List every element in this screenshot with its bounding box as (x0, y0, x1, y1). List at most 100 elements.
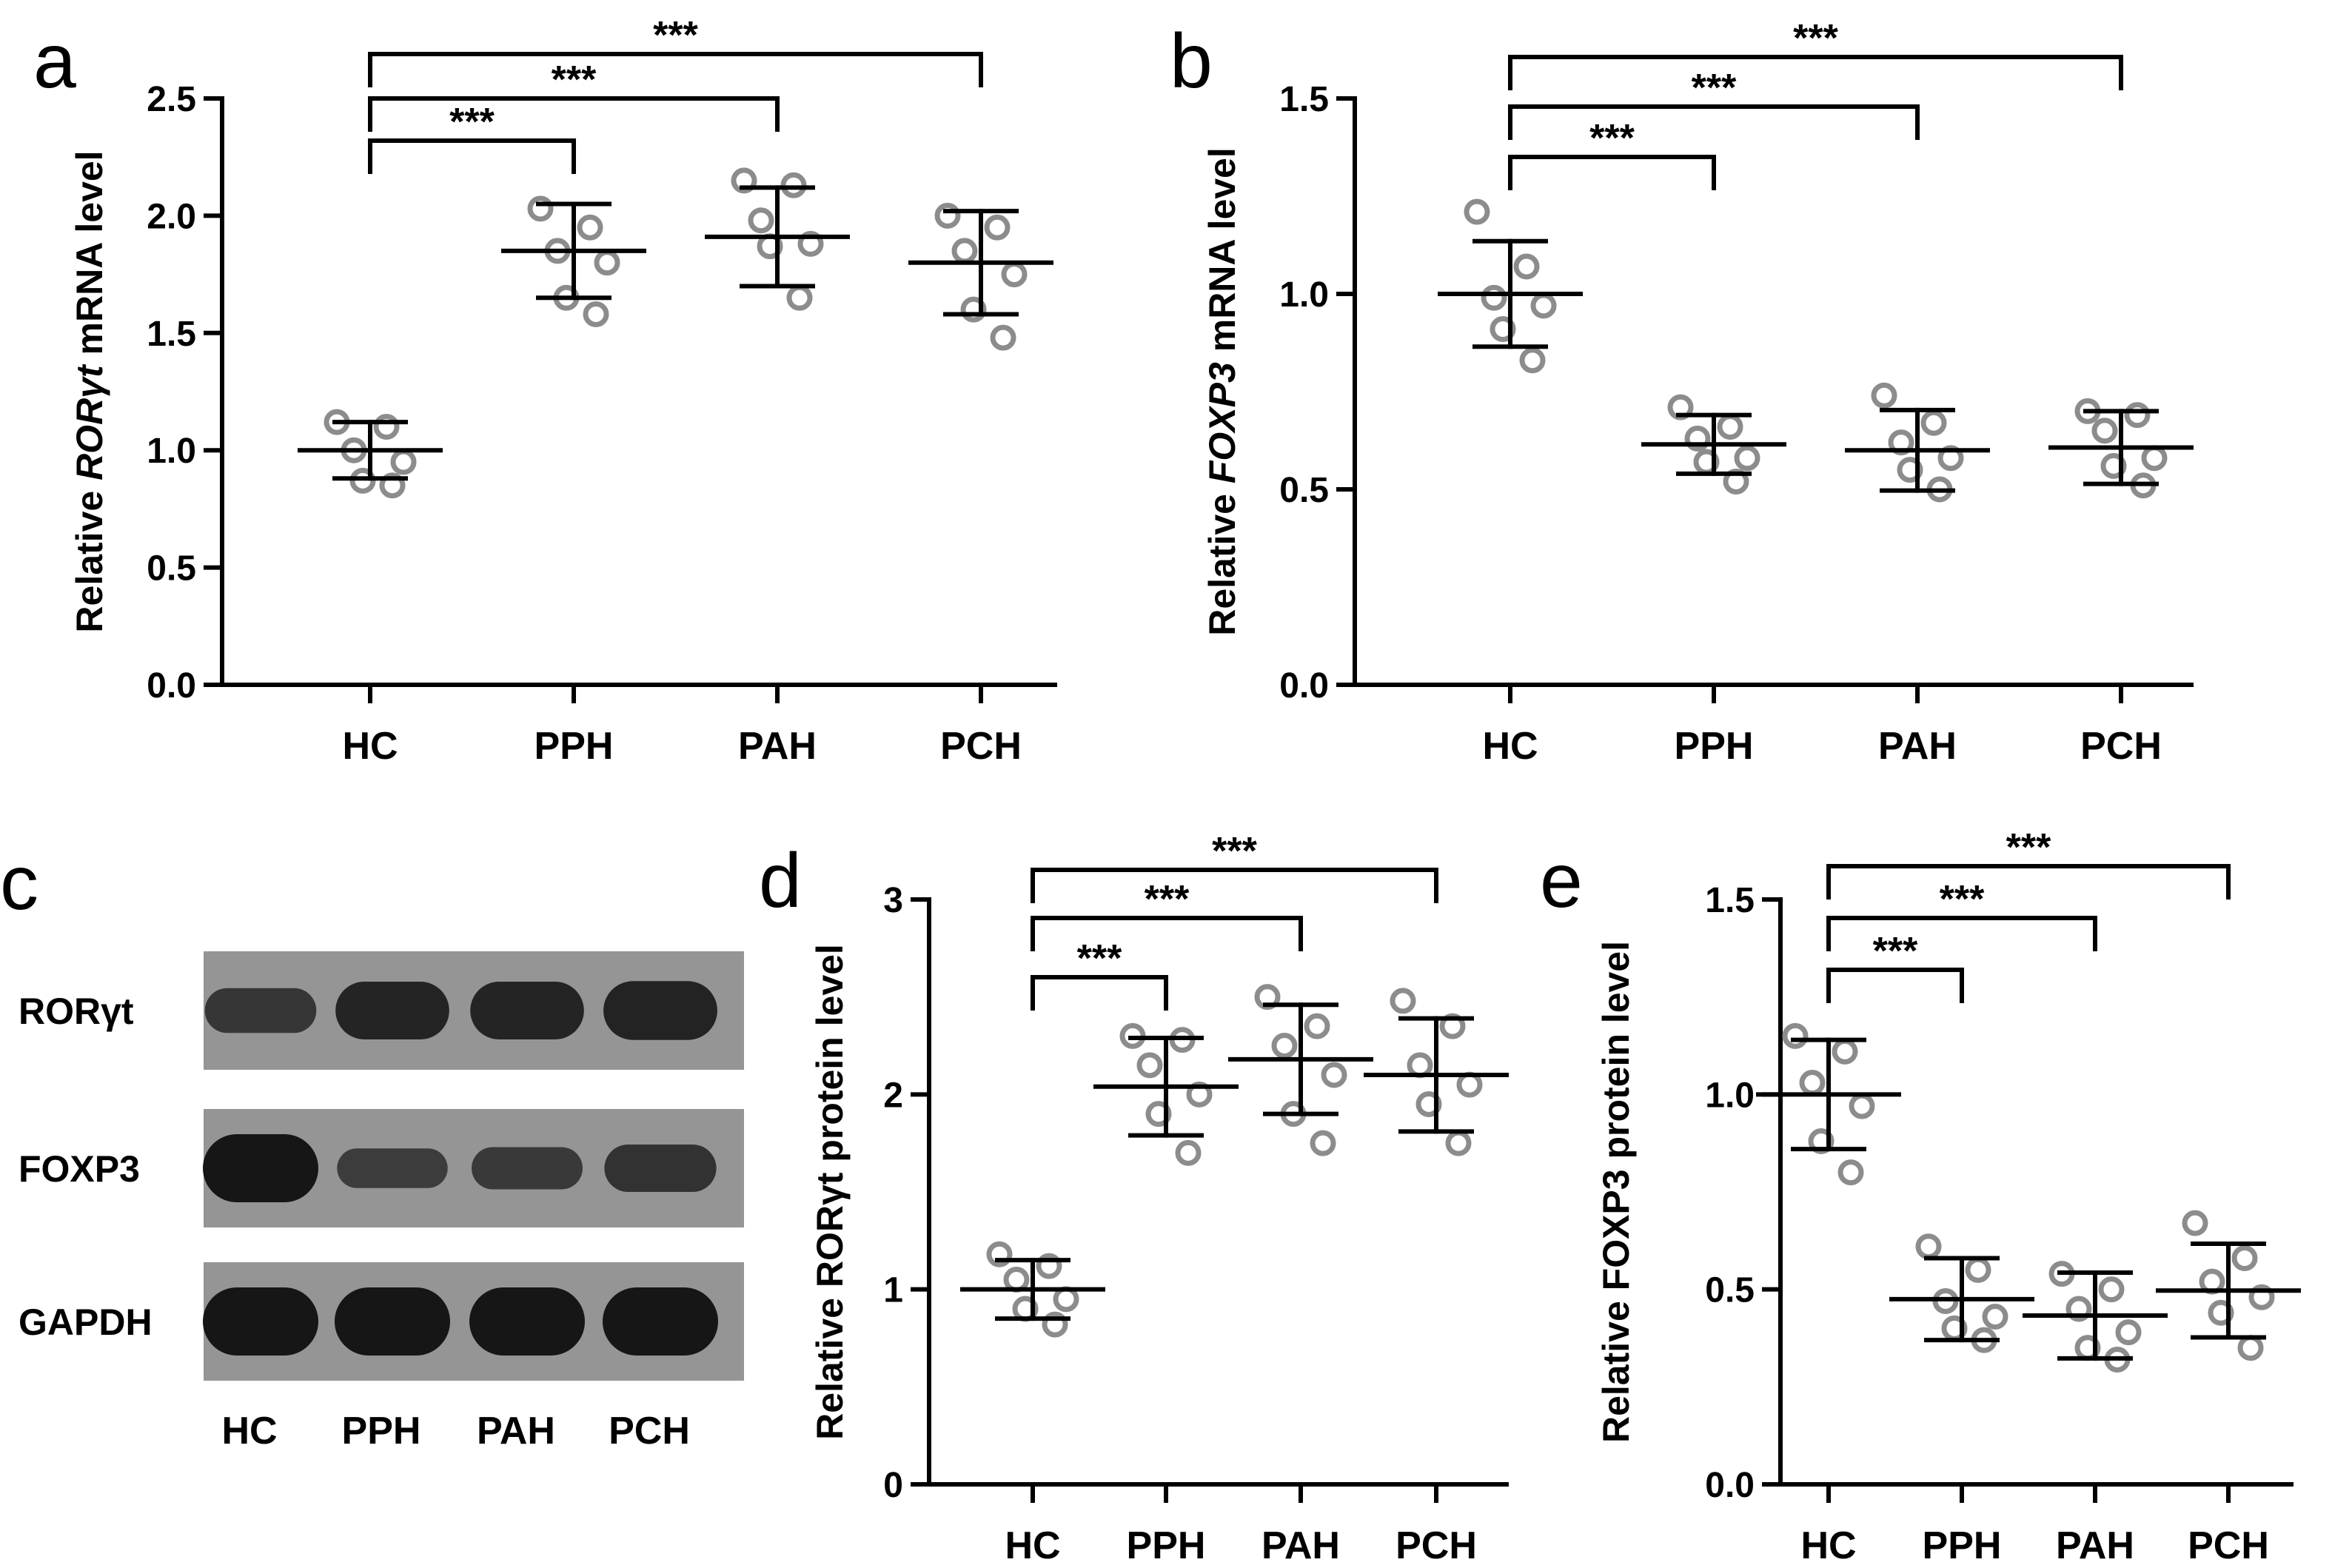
y-tick-label: 1.0 (1705, 1076, 1755, 1115)
blot-lane-label-pph: PPH (342, 1410, 421, 1453)
data-point-hc (1003, 1267, 1030, 1293)
x-tick-label-pph: PPH (1675, 725, 1754, 768)
blot-band-ror-t-hc (204, 988, 317, 1033)
data-point-pch (984, 214, 1011, 241)
significance-bracket-hc-pph: *** (1031, 937, 1168, 1011)
blot-band-ror-t-pch (603, 981, 717, 1040)
y-axis-title-prefix: Relative FOXP3 protein level (1595, 941, 1637, 1443)
data-point-hc (1042, 1311, 1068, 1338)
data-point-pch (934, 202, 961, 229)
bracket-line (368, 138, 576, 174)
data-point-pah (2065, 1296, 2092, 1322)
data-point-pah (1254, 984, 1281, 1011)
data-point-pph (577, 214, 603, 241)
x-tick-label-pch: PCH (2188, 1524, 2269, 1567)
data-point-hc (1053, 1286, 1079, 1313)
data-point-hc (349, 467, 376, 494)
data-point-hc (1799, 1070, 1826, 1096)
x-tick-label-pch: PCH (940, 725, 1022, 768)
panel-letter: c (0, 840, 38, 926)
data-point-pch (2100, 452, 2127, 479)
significance-label: *** (653, 14, 698, 57)
x-tick-label-pch: PCH (1395, 1524, 1477, 1567)
data-point-pah (1321, 1062, 1347, 1088)
significance-bracket-hc-pph: *** (1508, 117, 1716, 190)
x-tick-label-pah: PAH (1878, 725, 1957, 768)
data-point-pph (1145, 1101, 1172, 1128)
data-point-pch (2237, 1335, 2264, 1361)
y-axis-title-prefix: Relative RORγt protein level (809, 944, 851, 1440)
data-point-pah (1888, 429, 1914, 456)
significance-bracket-hc-pph: *** (1826, 930, 1964, 1003)
x-tick-label-hc: HC (1482, 725, 1538, 768)
blot-band-gapdh-pah (469, 1287, 585, 1356)
x-tick-label-hc: HC (1800, 1524, 1856, 1567)
data-point-pah (1271, 1033, 1298, 1059)
significance-bracket-hc-pch: *** (1508, 17, 2123, 90)
y-tick-label: 0.5 (147, 549, 196, 589)
chart-panel-e: e 0.0 0.5 1.0 1.5 Relative FOXP3 protein leve… (1540, 826, 2301, 1567)
y-axis-title-suffix: mRNA level (69, 150, 110, 365)
bracket-line (1508, 55, 2123, 90)
blot-band-foxp3-pph (337, 1148, 448, 1188)
significance-bracket-hc-pch: *** (1031, 830, 1438, 903)
data-point-pch (1439, 1013, 1466, 1039)
significance-bracket-hc-pah: *** (368, 58, 780, 132)
data-point-pph (1175, 1139, 1202, 1166)
data-point-pph (1915, 1233, 1942, 1260)
data-point-hc (986, 1241, 1013, 1267)
data-point-pch (1390, 988, 1416, 1014)
blot-row-label-gapdh: GAPDH (19, 1301, 153, 1343)
data-point-pah (1920, 409, 1947, 436)
y-tick-label: 0 (883, 1466, 903, 1505)
blot-row-label-ror-t: RORγt (19, 991, 134, 1032)
data-point-pch (2091, 418, 2118, 444)
data-point-pph (527, 195, 554, 222)
blot-lane-label-pah: PAH (477, 1410, 555, 1453)
data-point-pph (1982, 1304, 2008, 1330)
bracket-line (368, 96, 780, 132)
data-point-hc (1782, 1022, 1809, 1049)
blot-row-label-foxp3: FOXP3 (19, 1148, 140, 1190)
data-point-pph (1667, 394, 1694, 421)
data-point-pch (2182, 1210, 2208, 1236)
chart-panel-b: b 0.0 0.5 1.0 1.5 Relative FOXP3 mRNA level HC… (1170, 17, 2194, 768)
blot-lane-label-pch: PCH (609, 1410, 690, 1453)
data-point-hc (373, 414, 400, 440)
data-point-pah (1937, 445, 1964, 472)
bracket-line (1508, 155, 1716, 190)
significance-label: *** (552, 58, 597, 101)
significance-label: *** (449, 101, 495, 144)
x-tick-label-pph: PPH (535, 725, 614, 768)
data-point-hc (1832, 1038, 1858, 1065)
data-point-hc (1519, 347, 1546, 374)
y-axis-title-gene: FOXP3 (1202, 362, 1243, 483)
y-tick-label: 0.0 (147, 666, 196, 706)
y-axis-title-prefix: Relative (69, 480, 110, 633)
x-tick-label-pch: PCH (2080, 725, 2162, 768)
y-tick-label: 2.5 (147, 80, 196, 119)
y-axis-title: Relative FOXP3 mRNA level (1202, 147, 1243, 636)
blot-band-ror-t-pah (470, 982, 584, 1039)
data-point-pph (1734, 445, 1760, 472)
data-point-pch (1407, 1052, 1433, 1079)
data-point-pah (2115, 1319, 2142, 1346)
bracket-line (1031, 916, 1303, 951)
y-tick-label: 0.0 (1279, 666, 1329, 706)
y-tick-label: 2.0 (147, 197, 196, 236)
x-tick-label-pah: PAH (1262, 1524, 1340, 1567)
y-axis-title-prefix: Relative (1202, 483, 1243, 636)
data-point-pch (990, 324, 1016, 351)
y-axis-title-suffix: mRNA level (1202, 147, 1243, 362)
bracket-line (1031, 975, 1168, 1011)
data-point-pch (951, 238, 978, 264)
data-point-pch (1001, 261, 1028, 288)
significance-label: *** (2006, 826, 2051, 869)
significance-bracket-hc-pah: *** (1031, 878, 1303, 951)
x-tick-label-pph: PPH (1127, 1524, 1206, 1567)
x-tick-label-hc: HC (1005, 1524, 1060, 1567)
significance-bracket-hc-pah: *** (1826, 878, 2097, 951)
y-tick-label: 1.5 (1279, 80, 1329, 119)
bracket-line (1508, 104, 1920, 140)
significance-bracket-hc-pch: *** (1826, 826, 2231, 899)
